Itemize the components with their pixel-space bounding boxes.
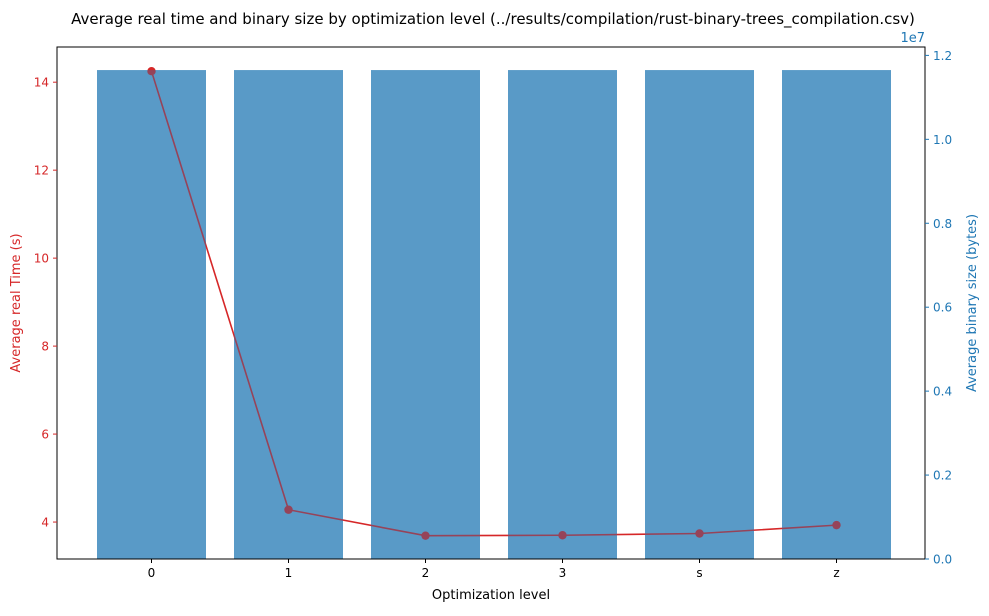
y-right-tick-label-5: 1.0 bbox=[933, 133, 952, 147]
x-tick-label-2: 2 bbox=[422, 566, 430, 580]
x-tick-label-s: s bbox=[696, 566, 702, 580]
y-left-tick-label-14: 14 bbox=[34, 76, 49, 90]
y-axis-right-label: Average binary size (bytes) bbox=[965, 214, 980, 392]
time-point-z bbox=[832, 520, 841, 530]
x-axis-label: Optimization level bbox=[432, 588, 550, 603]
bar-overlay-0 bbox=[97, 70, 206, 559]
time-point-2 bbox=[421, 531, 430, 540]
chart-title: Average real time and binary size by opt… bbox=[71, 10, 915, 29]
y-left-tick-label-10: 10 bbox=[34, 252, 49, 266]
bar-2 bbox=[371, 70, 480, 559]
time-line bbox=[150, 70, 837, 537]
x-axis: 0 1 2 3 s z bbox=[148, 559, 840, 580]
y-right-tick-label-2: 0.4 bbox=[933, 385, 952, 399]
time-point-0 bbox=[147, 66, 156, 76]
time-point-s bbox=[695, 529, 704, 538]
y-left-tick-label-6: 6 bbox=[41, 428, 49, 442]
bar-overlay-z bbox=[782, 70, 891, 559]
x-tick-label-3: 3 bbox=[559, 566, 567, 580]
plot-frame bbox=[56, 46, 926, 560]
bars-layer bbox=[97, 70, 891, 559]
x-tick-label-z: z bbox=[833, 566, 839, 580]
y-right-tick-label-1: 0.2 bbox=[933, 469, 952, 483]
bar-overlay-1 bbox=[234, 70, 343, 559]
y-right-tick-label-4: 0.8 bbox=[933, 217, 952, 231]
y-right-tick-label-3: 0.6 bbox=[933, 301, 952, 315]
line-layer bbox=[97, 66, 891, 559]
bar-overlay-s bbox=[645, 70, 754, 559]
y-left-tick-label-12: 12 bbox=[34, 164, 49, 178]
y-left-tick-label-4: 4 bbox=[41, 516, 49, 530]
bar-overlay-3 bbox=[508, 70, 617, 559]
x-tick-label-0: 0 bbox=[148, 566, 156, 580]
time-point-1 bbox=[284, 505, 293, 514]
bar-s bbox=[645, 70, 754, 559]
y-axis-left: 4 6 8 10 12 14 bbox=[34, 76, 57, 530]
time-point-3 bbox=[558, 531, 567, 540]
bar-z bbox=[782, 70, 891, 559]
bar-1 bbox=[234, 70, 343, 559]
bar-3 bbox=[508, 70, 617, 559]
y-axis-right: 0.0 0.2 0.4 0.6 0.8 1.0 1.2 bbox=[925, 49, 952, 567]
y-axis-right-offset: 1e7 bbox=[900, 31, 925, 46]
bar-overlay-2 bbox=[371, 70, 480, 559]
y-left-tick-label-8: 8 bbox=[41, 340, 49, 354]
y-right-tick-label-6: 1.2 bbox=[933, 49, 952, 63]
y-right-tick-label-0: 0.0 bbox=[933, 553, 952, 567]
x-tick-label-1: 1 bbox=[285, 566, 293, 580]
bar-0 bbox=[97, 70, 206, 559]
y-axis-left-label: Average real Time (s) bbox=[9, 233, 24, 372]
